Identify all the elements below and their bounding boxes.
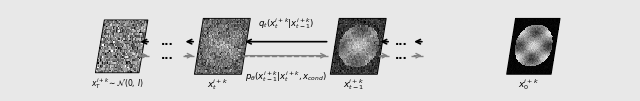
Text: $x_{t-1}^{i+k}$: $x_{t-1}^{i+k}$ <box>343 77 364 92</box>
Text: ...: ... <box>395 51 408 61</box>
Text: $p_\theta(x_{t-1}^{i+k}|x_t^{i+k},x_{cond})$: $p_\theta(x_{t-1}^{i+k}|x_t^{i+k},x_{con… <box>245 69 327 84</box>
Text: ...: ... <box>395 37 408 47</box>
Text: $x_0^{i+k}$: $x_0^{i+k}$ <box>518 77 540 92</box>
Text: $x_T^{i+k}{\sim}\mathcal{N}(0,\,I)$: $x_T^{i+k}{\sim}\mathcal{N}(0,\,I)$ <box>91 76 143 91</box>
Text: ...: ... <box>161 37 173 47</box>
Text: $q_t(x_t^{i+k}|x_{t-1}^{i+k})$: $q_t(x_t^{i+k}|x_{t-1}^{i+k})$ <box>258 16 314 31</box>
Text: $x_t^{i+k}$: $x_t^{i+k}$ <box>207 77 228 92</box>
Text: ...: ... <box>161 51 173 61</box>
